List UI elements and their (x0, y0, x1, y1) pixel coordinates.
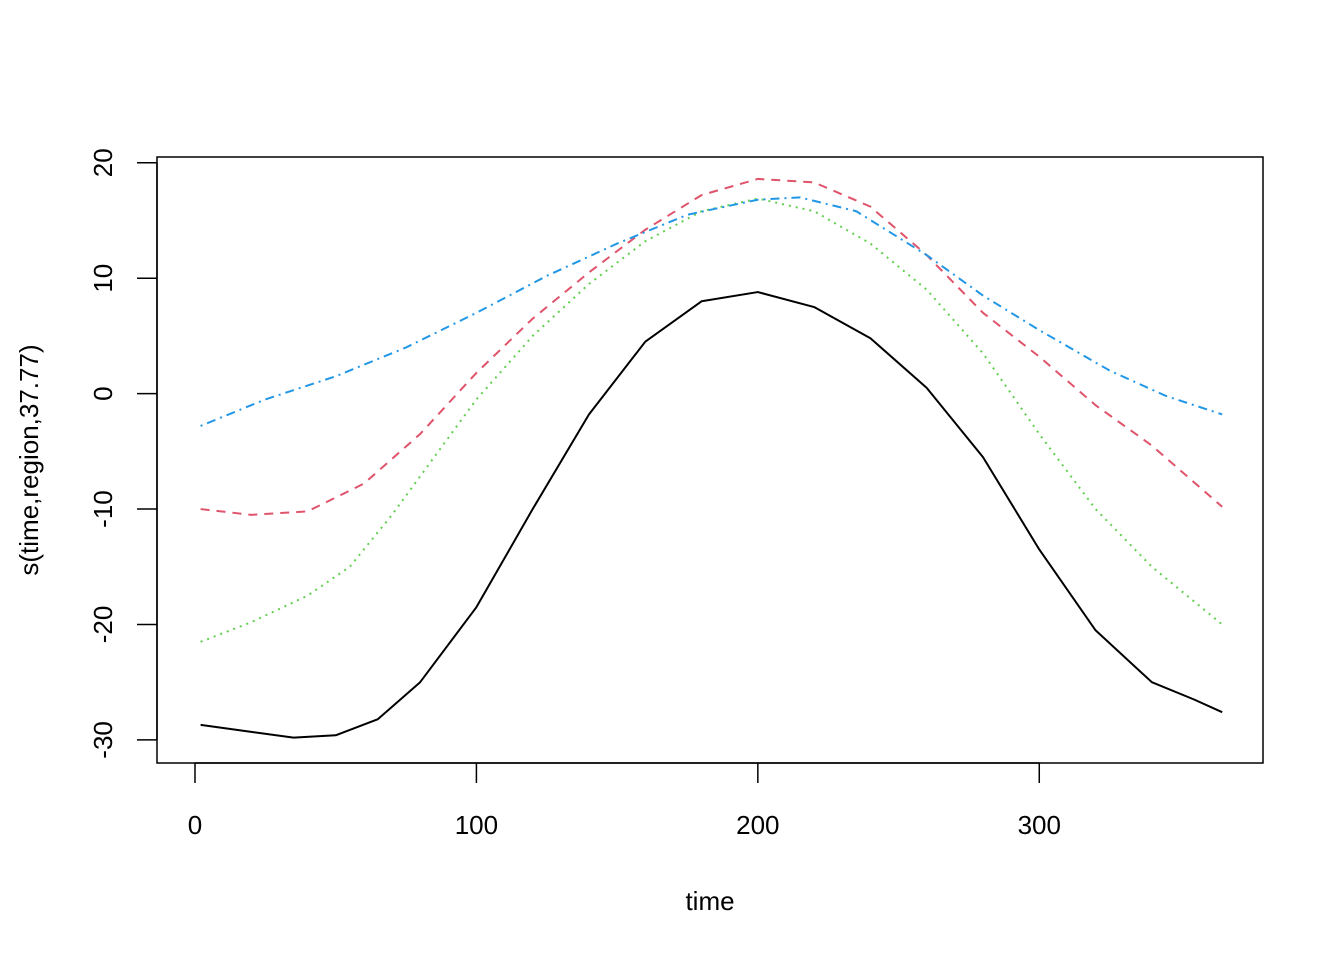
y-tick-label: 10 (88, 264, 118, 293)
y-tick-label: -20 (88, 606, 118, 644)
series-group (200, 177, 1223, 739)
series-line-4 (200, 196, 1223, 427)
x-axis-title: time (685, 886, 734, 916)
series-line-2 (200, 177, 1223, 516)
x-tick-label: 200 (736, 810, 779, 840)
series-line-3 (200, 197, 1223, 643)
x-tick-label: 300 (1018, 810, 1061, 840)
y-tick-label: 20 (88, 148, 118, 177)
y-axis: -30 -20 -10 0 10 20 (88, 148, 158, 759)
y-tick-label: -10 (88, 490, 118, 528)
plot-frame (156, 156, 1264, 764)
x-axis: 0 100 200 300 (188, 762, 1061, 840)
x-tick-label: 0 (188, 810, 202, 840)
series-line-1 (200, 291, 1223, 739)
x-tick-label: 100 (455, 810, 498, 840)
y-tick-label: -30 (88, 721, 118, 759)
y-tick-label: 0 (88, 386, 118, 400)
y-axis-title: s(time,region,37.77) (14, 344, 44, 575)
